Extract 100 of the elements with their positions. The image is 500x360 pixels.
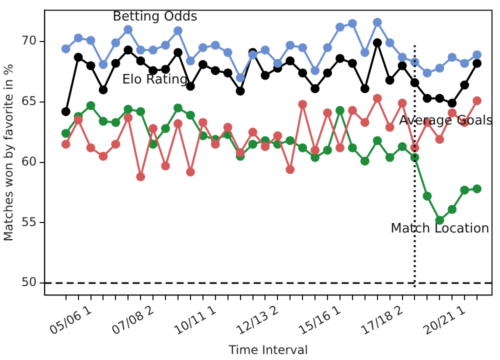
point [298,143,308,152]
point [385,152,394,162]
point [198,43,208,52]
point [186,110,195,120]
point [310,152,320,162]
point [248,140,258,149]
point [173,119,182,128]
point [286,136,295,146]
point [86,101,96,110]
point [385,122,394,132]
point [98,85,108,94]
point [335,106,344,115]
point [273,58,282,68]
point [422,94,432,103]
point [360,156,370,166]
point [61,128,70,138]
x-axis-title: Time Interval [228,342,308,357]
point [335,54,344,63]
point [398,61,407,70]
point [136,172,146,182]
point [186,56,195,66]
y-axis-title: Matches won by favorite in % [1,64,16,242]
point [298,100,308,109]
point [298,68,308,78]
point [136,107,146,116]
point [161,161,170,170]
point [61,140,70,149]
point [74,33,83,42]
point [161,40,170,50]
point [372,136,382,146]
point [98,60,108,70]
point [198,118,208,127]
point [385,76,394,85]
point [111,140,120,149]
point [124,25,133,34]
point [198,60,208,70]
point [472,96,482,106]
point [186,167,195,176]
point [286,40,295,50]
point [435,94,444,103]
point [136,46,146,55]
point [124,104,133,114]
point [298,43,308,52]
point [323,108,332,118]
point [173,26,182,36]
point [472,58,482,68]
point [335,22,344,32]
point [124,46,133,55]
point [98,116,108,126]
point [173,48,182,57]
point [360,84,370,94]
point [323,146,332,155]
y-tick-label: 50 [21,275,37,290]
point [236,86,245,96]
point [360,48,370,57]
point [385,38,394,48]
point [348,106,357,115]
point [61,107,70,116]
point [86,61,96,70]
point [210,40,220,50]
point [273,131,282,140]
point [310,66,320,76]
point [260,70,270,80]
point [74,52,83,62]
point [74,116,83,125]
point [148,46,158,55]
point [448,204,457,214]
point [124,113,133,122]
point [111,118,120,127]
point [136,56,146,66]
point [435,134,444,144]
point [472,184,482,194]
point [398,142,407,152]
point [260,46,270,55]
point [186,82,195,91]
point [210,140,220,149]
point [86,143,96,152]
point [323,68,332,78]
point [422,68,432,78]
point [448,52,457,62]
series-label: Match Location [390,221,490,236]
point [111,38,120,48]
point [360,118,370,127]
point [111,58,120,68]
point [161,64,170,74]
point [348,58,357,68]
point [236,148,245,158]
point [98,152,108,161]
point [173,103,182,112]
y-tick-label: 70 [21,34,37,48]
point [422,192,432,201]
point [248,128,258,137]
point [248,50,258,60]
point [460,80,470,90]
series-label: Elo Rating [122,72,188,88]
point [348,18,357,28]
point [310,84,320,94]
point [460,58,470,68]
point [286,56,295,66]
y-tick-label: 55 [21,214,37,229]
